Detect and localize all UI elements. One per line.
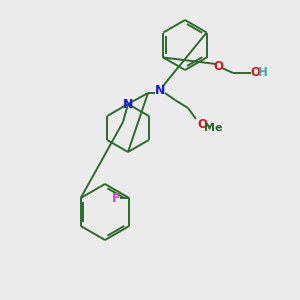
Text: Me: Me (204, 123, 222, 133)
Text: N: N (155, 83, 165, 97)
Text: H: H (258, 67, 268, 80)
Text: O: O (213, 59, 223, 73)
Text: O: O (250, 67, 260, 80)
Text: N: N (123, 98, 133, 110)
Text: F: F (112, 191, 121, 205)
Text: O: O (197, 118, 207, 130)
